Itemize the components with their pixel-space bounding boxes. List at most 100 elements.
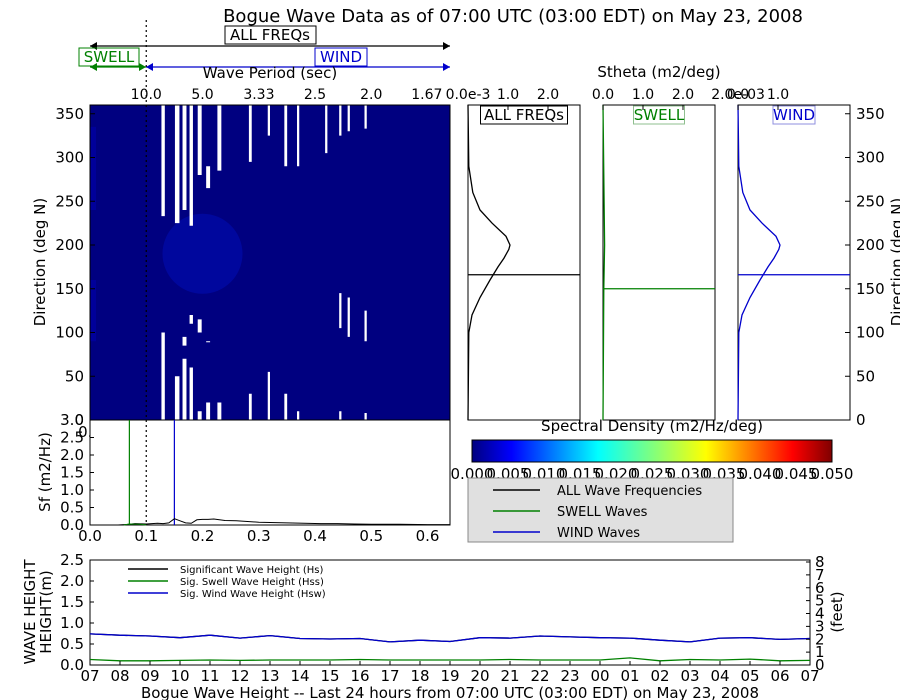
- hour-tick-label: 14: [290, 667, 309, 685]
- sf-x-tick-label: 0.3: [247, 527, 271, 545]
- direction-tick-label: 0: [74, 411, 84, 429]
- wave-height-right-ylabel: (feet): [828, 591, 846, 632]
- sf-x-tick-label: 0.0: [78, 527, 102, 545]
- spectrum-gap: [284, 393, 288, 420]
- wh-y-tick-label: 1.0: [60, 614, 84, 632]
- spectrum-band: [90, 280, 96, 342]
- colorbar-tick-label: 0.040: [739, 465, 782, 483]
- wave-height-ylabel-line1: WAVE HEIGHT: [21, 559, 39, 665]
- spectrum-gap: [197, 411, 202, 420]
- hour-tick-label: 10: [170, 667, 189, 685]
- direction-tick-label: 200: [55, 236, 84, 254]
- hour-tick-label: 01: [620, 667, 639, 685]
- spectrum-gap: [217, 105, 222, 171]
- spectral-density-colorbar: Spectral Density (m2/Hz/deg)0.0000.0050.…: [451, 417, 854, 483]
- sf-x-tick-label: 0.6: [416, 527, 440, 545]
- colorbar-tick-label: 0.050: [811, 465, 854, 483]
- direction-tick-label: 150: [55, 280, 84, 298]
- hour-tick-label: 12: [230, 667, 249, 685]
- stheta-tick-label: 0.0: [727, 87, 749, 103]
- wind-label: WIND: [320, 48, 362, 66]
- wh-legend-entry: Sig. Swell Wave Height (Hss): [180, 577, 324, 588]
- legend-entry: ALL Wave Frequencies: [557, 484, 702, 499]
- wh-right-tick-label: 1: [815, 643, 825, 661]
- stheta-tick-label: 2.0e-03: [711, 87, 765, 103]
- direction-tick-label: 300: [55, 149, 84, 167]
- period-tick-label: 1.67: [411, 87, 442, 103]
- arrow-left-icon: [146, 63, 153, 71]
- spectrum-gap: [339, 293, 342, 329]
- hour-tick-label: 04: [710, 667, 729, 685]
- period-tick-label: 5.0: [191, 87, 213, 103]
- spectrum-energy-peak: [162, 213, 243, 294]
- stheta-panel-label: SWELL: [634, 106, 685, 124]
- wh-right-tick-label: 0: [815, 656, 825, 674]
- stheta-tick-label: 2.0: [672, 87, 694, 103]
- spectrum-gap: [161, 105, 165, 217]
- stheta-panel-label: WIND: [773, 106, 815, 124]
- spectrum-gap: [217, 402, 222, 420]
- wh-y-tick-label: 0.5: [60, 635, 84, 653]
- wh-right-tick-label: 7: [815, 566, 825, 584]
- sf-swell-curve: [123, 523, 147, 526]
- swell-box: [78, 47, 140, 67]
- sf-axis-label: Sf (m2/Hz): [36, 432, 54, 512]
- spectrum-gap: [297, 411, 300, 420]
- hour-tick-label: 22: [530, 667, 549, 685]
- arrow-right-icon: [139, 63, 146, 71]
- hour-tick-label: 08: [110, 667, 129, 685]
- sf-y-tick-label: 1.5: [60, 464, 84, 482]
- spectrum-gap: [161, 332, 165, 420]
- sf-curve: [90, 518, 450, 526]
- direction-right-axis-label: Direction (deg N): [888, 198, 900, 327]
- stheta-tick-label: 0.0: [592, 87, 614, 103]
- spectrum-gap: [248, 105, 252, 162]
- spectrum-gap: [197, 105, 202, 175]
- spectrum-gap: [189, 105, 193, 226]
- hour-tick-label: 15: [320, 667, 339, 685]
- arrow-right-icon: [443, 42, 450, 50]
- wave-height-chart: Significant Wave Height (Hs)Sig. Swell W…: [21, 551, 846, 700]
- stheta-curve: [467, 104, 511, 421]
- all-freqs-label: ALL FREQs: [230, 26, 310, 44]
- direction-right-tick-label: 50: [856, 367, 875, 385]
- hour-tick-label: 07: [80, 667, 99, 685]
- wh-legend-entry: Significant Wave Height (Hs): [180, 565, 323, 576]
- direction-tick-label: 350: [55, 105, 84, 123]
- all-freqs-box: [224, 25, 317, 45]
- direction-right-tick-label: 200: [856, 236, 885, 254]
- spectrum-gap: [267, 371, 270, 420]
- colorbar-tick-label: 0.045: [775, 465, 818, 483]
- spectrum-gap: [267, 105, 270, 136]
- wave-height-ylabel-line2: HEIGHT(m): [37, 570, 55, 654]
- wh-right-tick-label: 6: [815, 579, 825, 597]
- direction-tick-label: 250: [55, 192, 84, 210]
- spectrum-gap: [364, 105, 367, 129]
- wave-height-series-line: [89, 657, 811, 662]
- spectrum-band: [90, 126, 96, 210]
- spectrum-gap: [189, 367, 193, 420]
- stheta-panel-frame: [602, 104, 716, 421]
- hour-tick-label: 13: [260, 667, 279, 685]
- wh-y-tick-label: 2.0: [60, 572, 84, 590]
- direction-right-tick-label: 0: [856, 411, 866, 429]
- hour-tick-label: 23: [560, 667, 579, 685]
- sf-y-tick-label: 3.0: [60, 411, 84, 429]
- spectrum-gap: [197, 319, 202, 333]
- stheta-label: Stheta (m2/deg): [597, 63, 720, 81]
- legend-entry: WIND Waves: [557, 526, 640, 541]
- sf-x-tick-label: 0.1: [134, 527, 158, 545]
- sf-chart: 0.00.51.01.52.02.53.00.0 0.1 0.2 0.3 0.4 0.5 0…: [36, 411, 451, 545]
- spectrum-gap: [297, 105, 300, 167]
- stheta-tick-label: 1.0: [497, 87, 519, 103]
- spectrum-gap: [182, 105, 187, 210]
- period-tick-label: 2.0: [360, 87, 382, 103]
- spectrum-gap: [182, 358, 187, 420]
- spectrum-gap: [206, 402, 211, 420]
- stheta-curve: [737, 104, 781, 421]
- wave-height-frame: [89, 559, 811, 666]
- hour-tick-label: 17: [380, 667, 399, 685]
- spectrum-gap: [339, 105, 342, 136]
- hour-tick-label: 06: [770, 667, 789, 685]
